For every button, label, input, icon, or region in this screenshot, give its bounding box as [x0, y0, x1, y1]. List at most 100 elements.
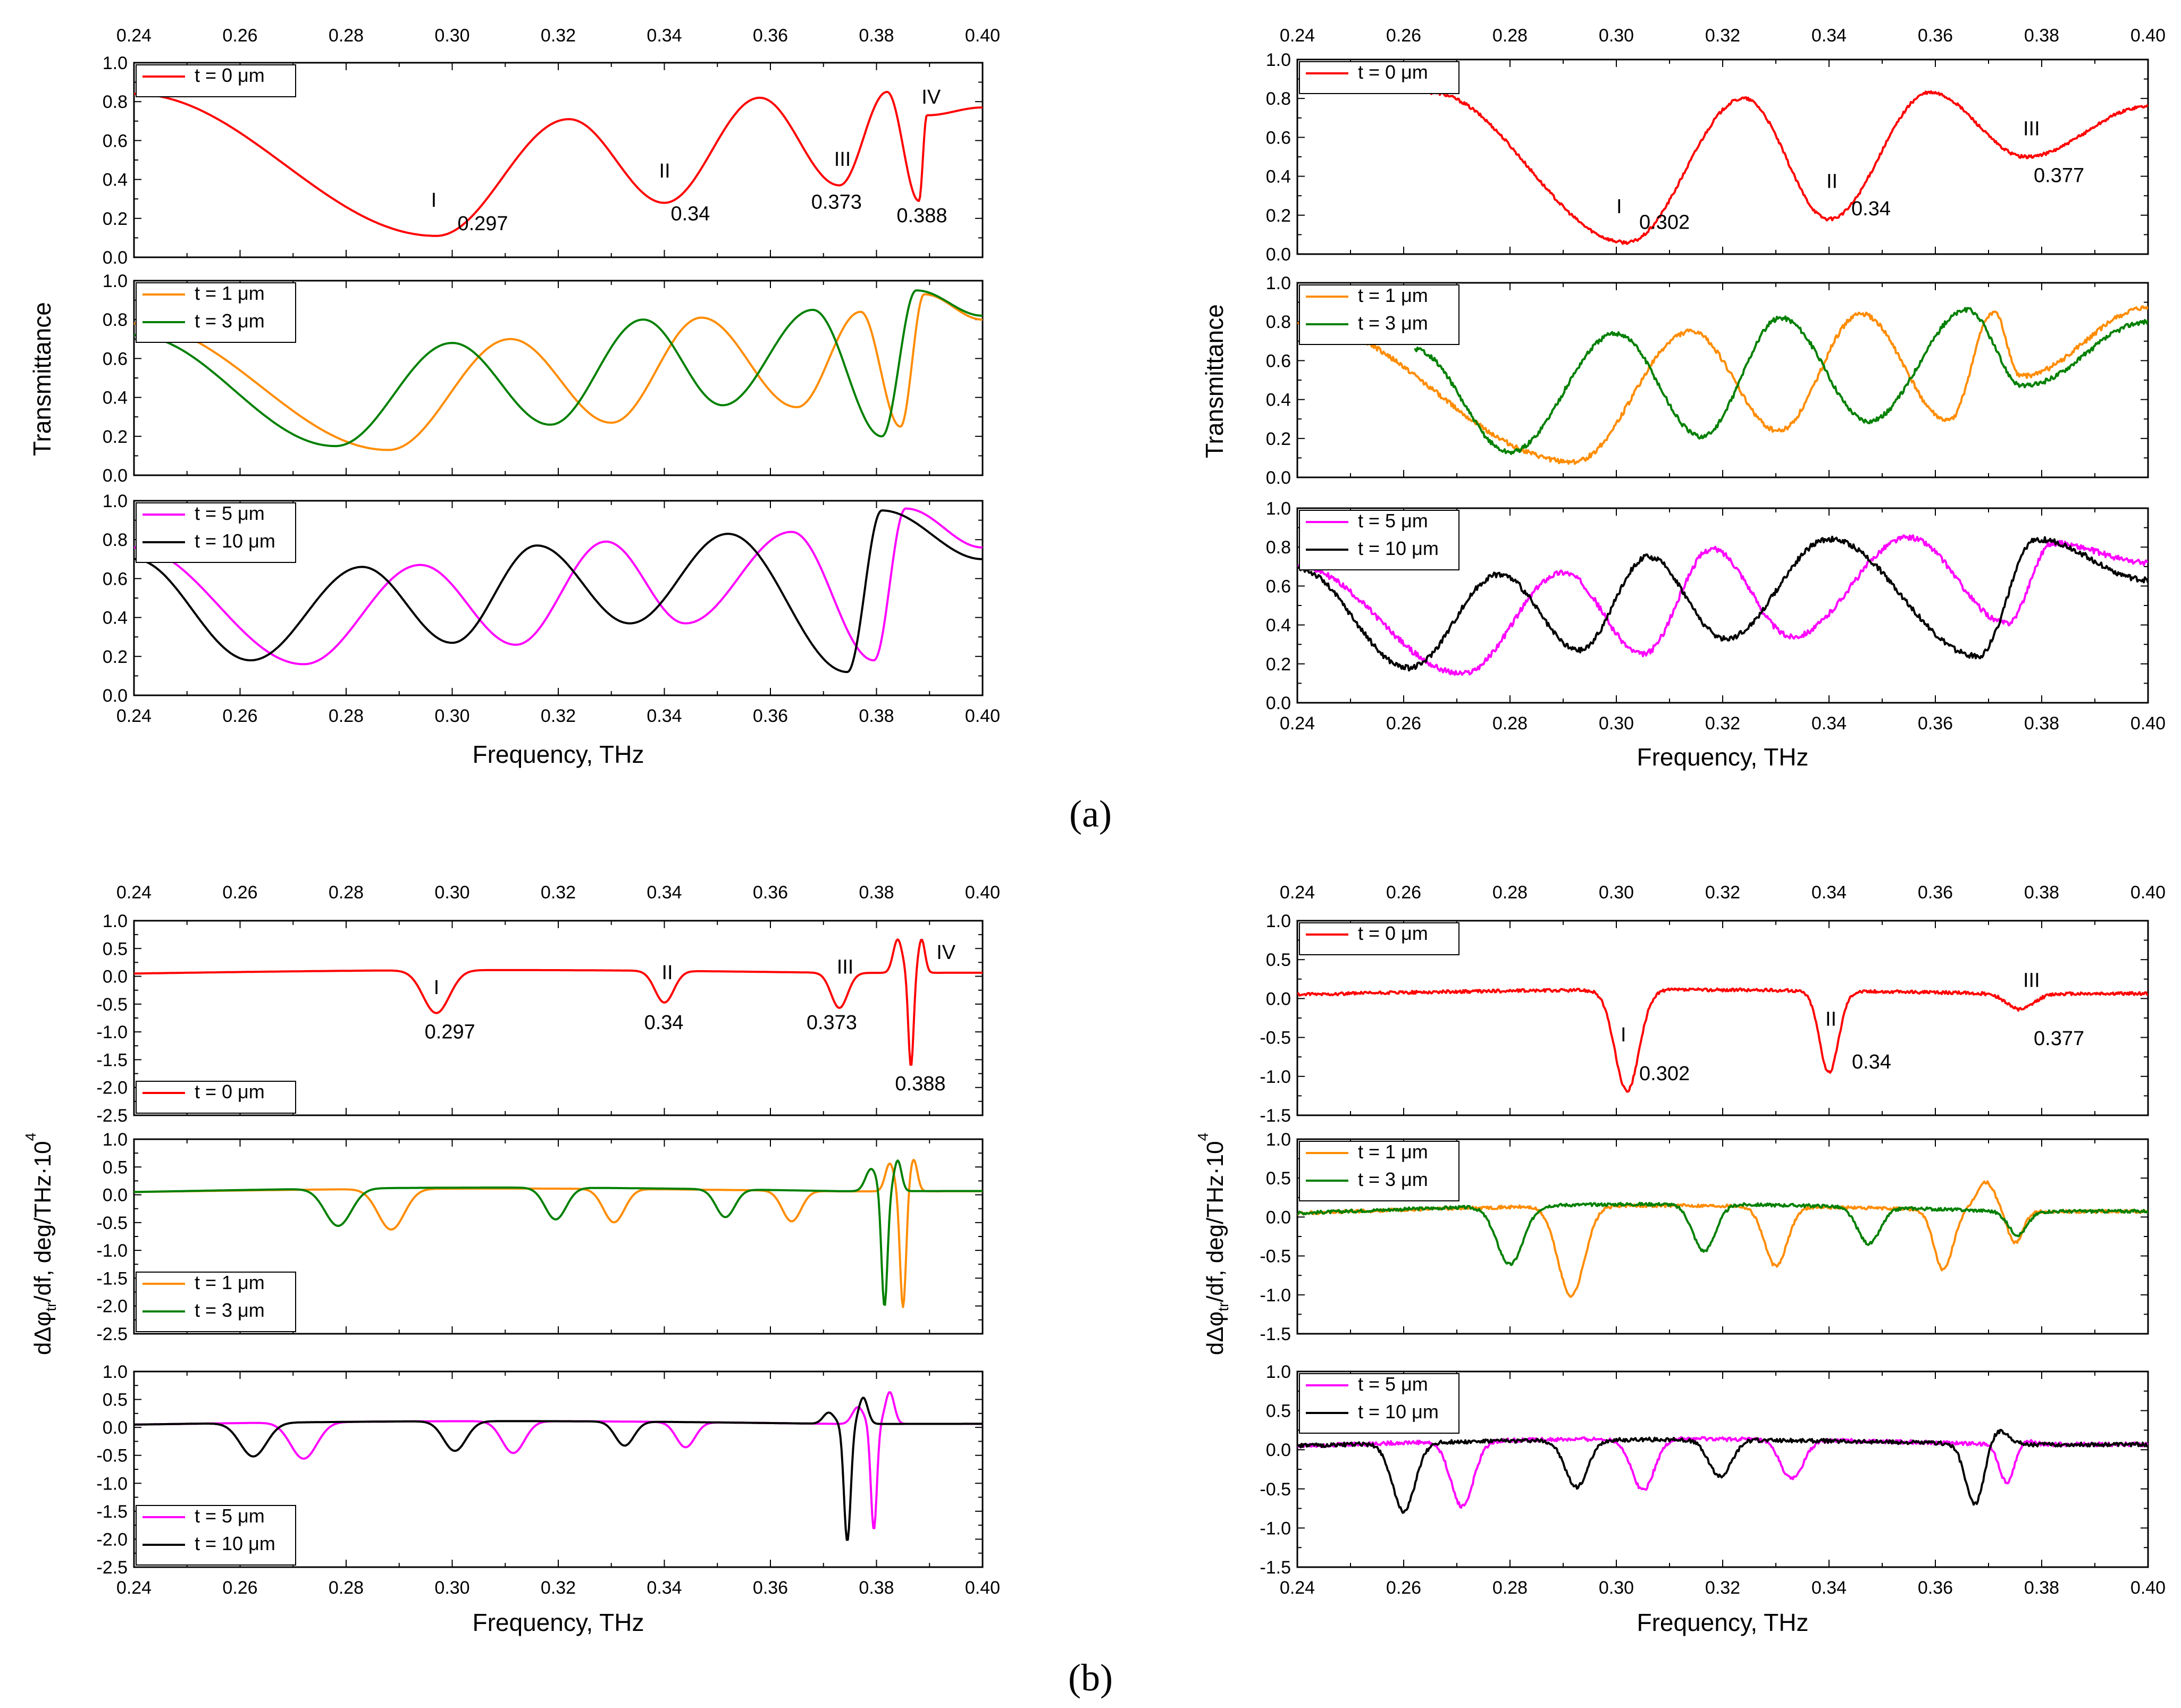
- y-tick-label: -1.5: [96, 1050, 128, 1070]
- legend-label: t = 3 μm: [195, 1299, 265, 1321]
- y-label-part: 4: [1195, 1133, 1211, 1141]
- top-x-tick-label: 0.40: [2130, 26, 2166, 46]
- x-tick-label: 0.26: [222, 1578, 257, 1598]
- legend-box: [1299, 61, 1459, 94]
- x-tick-label: 0.38: [859, 1578, 894, 1598]
- y-tick-label: 1.0: [103, 1362, 128, 1382]
- annotation-label: I: [1621, 1024, 1626, 1046]
- series-line-t3: [134, 1159, 983, 1306]
- legend-label: t = 1 μm: [1358, 1141, 1428, 1163]
- top-x-tick-label: 0.24: [1280, 882, 1315, 903]
- x-tick-label: 0.30: [434, 1578, 469, 1598]
- y-tick-label: 1.0: [103, 911, 128, 931]
- x-tick-label: 0.36: [753, 706, 788, 726]
- series-line-t3: [134, 289, 983, 448]
- top-x-tick-label: 0.38: [2024, 26, 2059, 46]
- y-tick-label: -2.0: [96, 1078, 128, 1098]
- y-tick-label: -1.0: [96, 1022, 128, 1042]
- top-x-tick-label: 0.28: [329, 882, 364, 903]
- annotation-label: 0.34: [1852, 1051, 1891, 1073]
- y-tick-label: 0.4: [103, 608, 128, 628]
- panel-3: -1.5 -1.0 -0.5 0.0 0.5 1.0 t = 5 μm t = 10 μm: [1260, 1362, 2149, 1578]
- y-tick-label: 0.8: [1266, 312, 1291, 332]
- series-line-t3: [1414, 307, 2148, 455]
- panel-2: -2.5-2.0-1.5-1.0-0.50.00.51.0t = 1 μmt =…: [96, 1130, 984, 1344]
- annotation-label: 0.388: [896, 205, 947, 227]
- series-line-t0: [134, 938, 983, 1066]
- charts-layer: 0.24 0.26 0.28 0.30 0.32 0.34 0.36 0.38 0.40 0.24…: [22, 26, 2166, 1636]
- y-tick-label: 0.0: [1266, 245, 1291, 265]
- y-tick-label: 0.0: [103, 1185, 128, 1206]
- legend: t = 1 μm t = 3 μm: [136, 282, 296, 343]
- annotation-label: I: [434, 977, 440, 999]
- x-tick-label: 0.28: [1492, 1578, 1528, 1598]
- annotation-label: II: [659, 160, 670, 182]
- top-x-tick-label: 0.34: [647, 882, 682, 903]
- y-tick-label: 0.0: [1266, 1207, 1291, 1227]
- x-axis-label: Frequency, THz: [1637, 743, 1809, 771]
- series-line-t5: [134, 507, 983, 666]
- top-x-tick-label: 0.36: [753, 882, 788, 903]
- x-tick-label: 0.24: [1280, 1578, 1315, 1598]
- y-tick-label: 0.5: [1266, 1168, 1291, 1189]
- annotation-label: 0.373: [811, 191, 862, 214]
- legend-label: t = 5 μm: [195, 502, 265, 524]
- top-x-tick-label: 0.32: [1705, 882, 1740, 903]
- y-tick-label: -1.0: [1260, 1518, 1291, 1538]
- y-tick-label: 0.4: [103, 388, 128, 408]
- panel-3: -2.5-2.0-1.5-1.0-0.50.00.51.0t = 5 μmt =…: [96, 1362, 984, 1578]
- annotation-label: 0.302: [1639, 1063, 1690, 1085]
- y-tick-label: 0.8: [103, 310, 128, 330]
- top-x-tick-label: 0.30: [434, 882, 469, 903]
- y-tick-label: -0.5: [1260, 1479, 1291, 1500]
- annotation-label: 0.373: [807, 1012, 857, 1034]
- series-line-t1: [1297, 305, 2148, 465]
- x-tick-label: 0.40: [965, 706, 1000, 726]
- series-group: [1297, 1180, 2148, 1298]
- legend-label: t = 5 μm: [1358, 510, 1428, 532]
- series-group: [1297, 305, 2148, 465]
- annotation-label: III: [837, 956, 854, 978]
- top-x-tick-label: 0.36: [1918, 26, 1953, 46]
- top-x-tick-label: 0.26: [1386, 26, 1421, 46]
- y-tick-label: 0.8: [103, 92, 128, 112]
- caption-a: (a): [1069, 793, 1112, 835]
- y-tick-label: -1.5: [96, 1502, 128, 1522]
- legend: t = 5 μm t = 10 μm: [1299, 510, 1459, 570]
- legend: t = 0 μm: [1299, 922, 1459, 955]
- top-x-tick-label: 0.40: [965, 882, 1000, 903]
- top-x-tick-label: 0.30: [434, 26, 469, 46]
- x-tick-label: 0.28: [329, 1578, 364, 1598]
- chart-b-right: 0.24 0.26 0.28 0.30 0.32 0.34 0.36 0.38 0.40 0.24…: [1195, 882, 2166, 1636]
- y-tick-label: 0.0: [1266, 468, 1291, 488]
- series-line-t10: [134, 509, 983, 674]
- y-tick-label: -1.5: [1260, 1558, 1291, 1578]
- top-x-tick-label: 0.24: [1280, 26, 1315, 46]
- series-line-t0: [1429, 90, 2148, 245]
- y-tick-label: 0.6: [1266, 576, 1291, 596]
- top-x-tick-label: 0.26: [1386, 882, 1421, 903]
- y-label-part: dΔφ: [1202, 1311, 1228, 1355]
- series-group: [134, 1391, 983, 1541]
- y-tick-label: 1.0: [1266, 911, 1291, 931]
- legend: t = 5 μm t = 10 μm: [1299, 1373, 1459, 1434]
- y-tick-label: 1.0: [1266, 499, 1291, 519]
- legend-box: [136, 1272, 296, 1332]
- legend-label: t = 3 μm: [195, 310, 265, 332]
- y-tick-label: -2.5: [96, 1558, 128, 1578]
- x-tick-label: 0.32: [541, 1578, 576, 1598]
- x-tick-label: 0.34: [1811, 1578, 1847, 1598]
- y-tick-label: -1.0: [96, 1241, 128, 1261]
- caption-b: (b): [1068, 1656, 1113, 1699]
- y-tick-label: -0.5: [1260, 1247, 1291, 1267]
- annotation-label: II: [1826, 171, 1838, 193]
- y-tick-label: 0.0: [103, 967, 128, 987]
- legend-box: [136, 64, 296, 97]
- x-tick-label: 0.26: [222, 706, 257, 726]
- top-x-tick-label: 0.26: [222, 26, 257, 46]
- legend-box: [136, 282, 296, 343]
- y-tick-label: 0.0: [1266, 693, 1291, 713]
- y-tick-label: -1.0: [1260, 1067, 1291, 1087]
- y-label-part: 4: [22, 1133, 39, 1141]
- x-tick-label: 0.24: [116, 1578, 152, 1598]
